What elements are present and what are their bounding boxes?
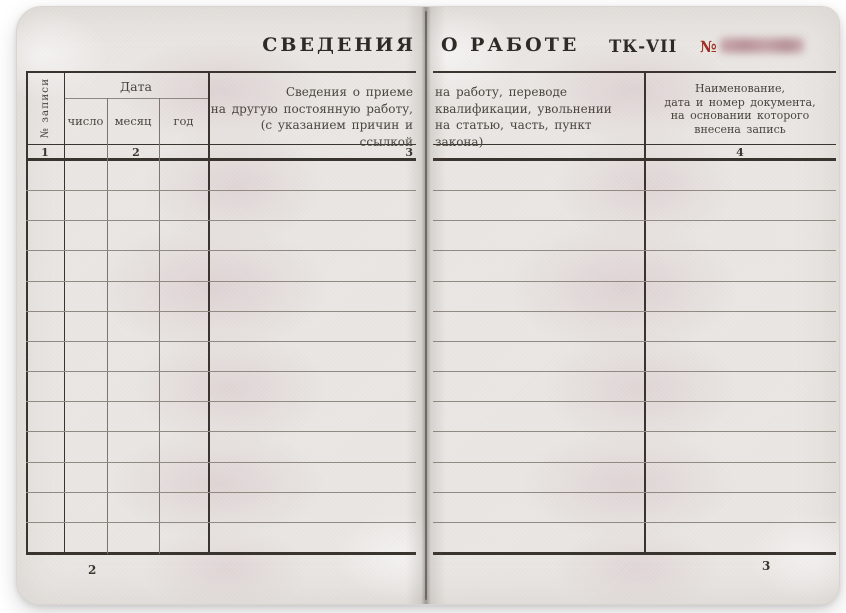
- work-info-header-left-line3: (с указанием причин и ссылкой: [260, 118, 413, 149]
- header-bottom-line-right: [433, 144, 836, 145]
- date-info-divider: [208, 71, 210, 554]
- table-row: [26, 342, 416, 373]
- table-row: [26, 372, 416, 403]
- document-basis-header-line4: внесена запись: [694, 122, 786, 136]
- page-number-right: 3: [762, 559, 771, 573]
- column-number-3: 3: [405, 146, 413, 159]
- table-top-border-left: [26, 71, 416, 73]
- table-row: [26, 523, 416, 552]
- gutter-fold-line: [425, 11, 427, 600]
- date-sub-header-day: число: [67, 114, 104, 128]
- table-row: [433, 312, 836, 342]
- document-basis-header: Наименование, дата и номер документа, на…: [650, 82, 830, 136]
- work-info-header-right: на работу, переводе квалификации, увольн…: [435, 84, 643, 150]
- document-basis-header-line3: на основании которого: [670, 109, 810, 122]
- table-body-right: [433, 161, 836, 552]
- table-row: [26, 161, 416, 192]
- record-col-divider: [64, 71, 66, 554]
- work-info-header-right-line1: на работу, переводе: [435, 85, 567, 99]
- column-number-2: 2: [132, 146, 140, 159]
- table-left-border: [26, 71, 28, 554]
- serial-number-redacted: [720, 38, 804, 53]
- table-bottom-border-left: [26, 552, 416, 555]
- table-row: [26, 191, 416, 222]
- table-row: [26, 312, 416, 342]
- record-number-column-label: № записи: [39, 77, 52, 139]
- table-row: [433, 282, 836, 312]
- work-info-header-right-line2: квалификации, увольнении: [435, 101, 612, 116]
- work-info-header-right-line3: на статью, часть, пункт закона): [435, 118, 592, 149]
- table-row: [433, 191, 836, 222]
- work-info-header-left-line1: Сведения о приеме: [285, 85, 413, 99]
- table-row: [26, 221, 416, 252]
- month-year-divider: [159, 98, 160, 554]
- table-row: [26, 463, 416, 493]
- numbering-row-line-right: [433, 158, 836, 161]
- number-sign: №: [700, 37, 717, 56]
- table-top-border-right: [433, 71, 836, 73]
- table-row: [26, 402, 416, 433]
- table-row: [433, 432, 836, 463]
- page-left: СВЕДЕНИЯ № записи Дата число месяц год С…: [17, 7, 426, 604]
- table-row: [433, 402, 836, 433]
- table-row: [433, 372, 836, 403]
- document-basis-header-line2: дата и номер документа,: [664, 95, 816, 109]
- series-label: ТК-VII: [609, 37, 678, 56]
- table-row: [26, 251, 416, 282]
- date-sub-header-month: месяц: [114, 114, 152, 128]
- table-row: [26, 493, 416, 523]
- day-month-divider: [107, 98, 108, 554]
- document-col-divider: [644, 71, 646, 554]
- date-group-underline: [64, 98, 208, 99]
- table-row: [433, 523, 836, 552]
- date-sub-header-year: год: [173, 114, 194, 128]
- numbering-row-line-left: [26, 158, 416, 161]
- table-bottom-border-right: [433, 552, 836, 555]
- workbook-spread: СВЕДЕНИЯ № записи Дата число месяц год С…: [16, 6, 840, 605]
- table-row: [433, 342, 836, 373]
- table-row: [433, 221, 836, 252]
- page-right: О РАБОТЕ ТК-VII № на работу, переводе кв…: [426, 7, 839, 604]
- header-bottom-line-left: [26, 144, 416, 145]
- table-body-left: [26, 161, 416, 552]
- page-title-right: О РАБОТЕ: [441, 34, 580, 56]
- column-number-4: 4: [736, 146, 744, 159]
- document-basis-header-line1: Наименование,: [695, 82, 785, 95]
- column-number-1: 1: [41, 146, 49, 159]
- table-row: [26, 282, 416, 312]
- work-info-header-left: Сведения о приеме на другую постоянную р…: [208, 84, 413, 150]
- record-number-column-header: № записи: [27, 73, 64, 143]
- work-info-header-left-line2: на другую постоянную работу,: [210, 101, 413, 116]
- table-row: [433, 251, 836, 282]
- table-row: [433, 493, 836, 523]
- page-title-left: СВЕДЕНИЯ: [262, 34, 416, 56]
- table-row: [433, 161, 836, 192]
- page-number-left: 2: [88, 563, 97, 577]
- date-group-header: Дата: [120, 78, 152, 94]
- table-row: [26, 432, 416, 463]
- table-row: [433, 463, 836, 493]
